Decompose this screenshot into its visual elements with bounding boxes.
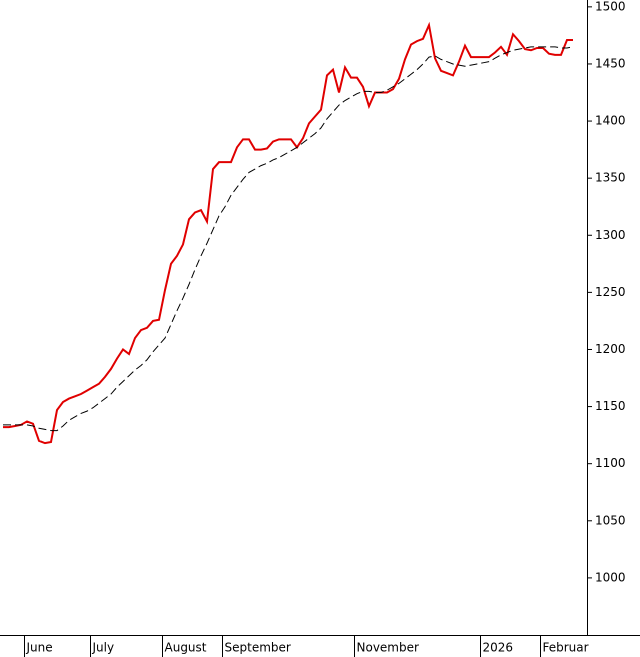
x-tick-label: Februar — [543, 641, 589, 655]
x-tick-label: September — [225, 641, 291, 655]
y-tick-label: 1200 — [595, 342, 626, 356]
y-tick-label: 1400 — [595, 114, 626, 128]
y-tick-label: 1350 — [595, 171, 626, 185]
x-tick-label: August — [165, 641, 207, 655]
x-tick-label: June — [26, 641, 53, 655]
x-tick-label: November — [357, 641, 419, 655]
series-line — [3, 21, 573, 445]
y-tick-label: 1150 — [595, 399, 626, 413]
y-tick-label: 1500 — [595, 0, 626, 13]
y-tick-label: 1250 — [595, 285, 626, 299]
x-tick-label: 2026 — [483, 641, 514, 655]
x-tick-label: July — [92, 641, 115, 655]
y-tick-label: 1300 — [595, 228, 626, 242]
y-tick-label: 1050 — [595, 513, 626, 527]
y-tick-label: 1000 — [595, 570, 626, 584]
y-tick-label: 1100 — [595, 456, 626, 470]
y-tick-label: 1450 — [595, 56, 626, 70]
